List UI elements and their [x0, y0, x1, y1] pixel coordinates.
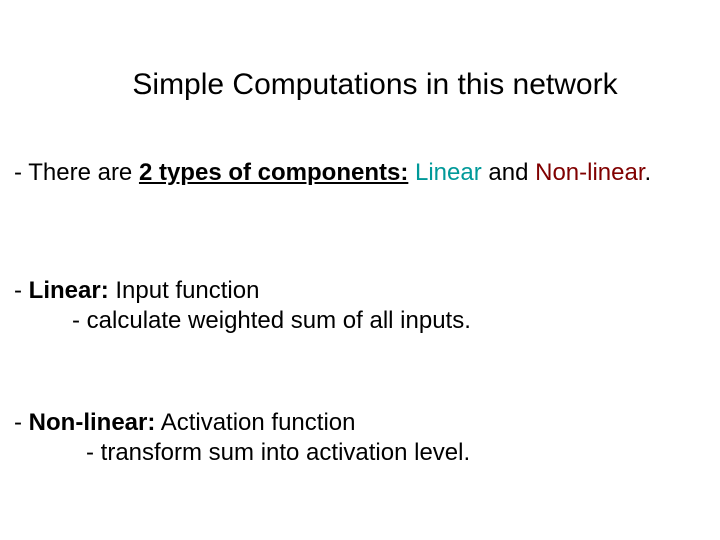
slide-content: - There are 2 types of components: Linea…	[0, 158, 720, 468]
intro-emphasis: 2 types of components:	[139, 159, 408, 186]
intro-and: and	[482, 159, 535, 186]
nonlinear-section: - Non-linear: Activation function - tran…	[14, 408, 706, 468]
intro-space	[408, 159, 415, 186]
linear-label: Linear:	[29, 277, 109, 304]
linear-heading: - Linear: Input function	[14, 276, 706, 306]
nonlinear-term: Non-linear	[535, 159, 644, 186]
intro-prefix: - There are	[14, 159, 139, 186]
linear-bullet: - calculate weighted sum of all inputs.	[14, 306, 706, 336]
nonlinear-label: Non-linear:	[29, 409, 156, 436]
nonlinear-bullet: - transform sum into activation level.	[14, 438, 706, 468]
nonlinear-suffix: Activation function	[155, 409, 355, 436]
nonlinear-prefix: -	[14, 409, 29, 436]
slide-title: Simple Computations in this network	[0, 0, 720, 102]
linear-term: Linear	[415, 159, 482, 186]
linear-section: - Linear: Input function - calculate wei…	[14, 276, 706, 336]
intro-period: .	[645, 159, 652, 186]
nonlinear-heading: - Non-linear: Activation function	[14, 408, 706, 438]
linear-suffix: Input function	[109, 277, 260, 304]
linear-prefix: -	[14, 277, 29, 304]
intro-paragraph: - There are 2 types of components: Linea…	[14, 158, 706, 188]
slide: Simple Computations in this network - Th…	[0, 0, 720, 540]
